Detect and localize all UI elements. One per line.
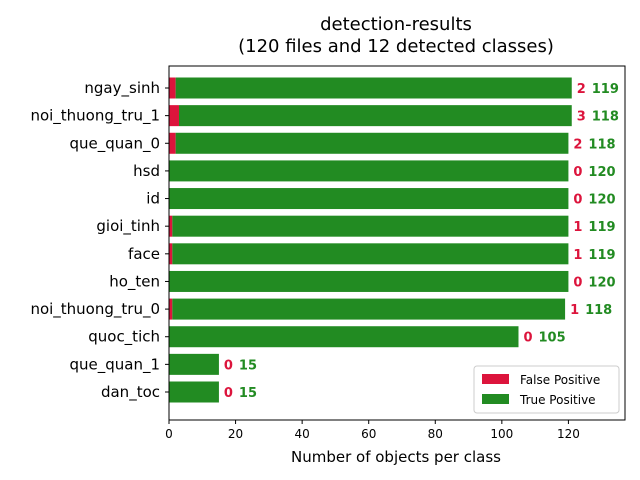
bar-false-positive <box>169 105 179 127</box>
data-label-false-positive: 1 <box>570 303 579 318</box>
bar-false-positive <box>169 77 176 99</box>
bar-true-positive <box>172 298 566 320</box>
chart-subtitle: (120 files and 12 detected classes) <box>238 36 554 57</box>
bar-true-positive <box>169 353 219 375</box>
x-tick-label: 100 <box>490 427 513 441</box>
data-label-true-positive: 119 <box>592 82 619 97</box>
bar-true-positive <box>169 188 569 210</box>
x-axis: 0 20 40 60 80 100 120 <box>165 420 580 441</box>
legend-swatch <box>482 374 509 384</box>
data-label-true-positive: 105 <box>538 331 565 346</box>
bar-true-positive <box>169 381 219 403</box>
bar-false-positive <box>169 298 173 320</box>
data-label-false-positive: 2 <box>573 137 582 152</box>
bar-true-positive <box>175 77 572 99</box>
y-tick-label: ngay_sinh <box>84 79 160 98</box>
data-label-true-positive: 120 <box>588 165 615 180</box>
data-label-false-positive: 0 <box>224 386 233 401</box>
x-tick-label: 40 <box>294 427 309 441</box>
y-tick-label: noi_thuong_tru_0 <box>30 300 160 319</box>
legend-swatch <box>482 394 509 404</box>
legend: False Positive True Positive <box>473 365 620 414</box>
data-label-false-positive: 2 <box>577 82 586 97</box>
data-label-false-positive: 0 <box>573 193 582 208</box>
x-tick-label: 80 <box>428 427 443 441</box>
bar-false-positive <box>169 215 173 237</box>
y-tick-label: id <box>146 190 160 208</box>
y-tick-label: quoc_tich <box>88 328 160 347</box>
data-label-true-positive: 118 <box>585 303 612 318</box>
data-label-true-positive: 119 <box>588 248 615 263</box>
data-label-false-positive: 1 <box>573 248 582 263</box>
y-tick-label: que_quan_1 <box>69 355 160 374</box>
plot-frame <box>168 65 626 421</box>
y-tick-label: dan_toc <box>101 383 160 402</box>
y-tick-label: face <box>128 245 160 263</box>
data-label-true-positive: 15 <box>239 386 257 401</box>
data-label-true-positive: 120 <box>588 275 615 290</box>
bar-true-positive <box>175 132 569 154</box>
bar-false-positive <box>169 243 173 265</box>
legend-label: True Positive <box>519 393 596 407</box>
x-tick-label: 120 <box>557 427 580 441</box>
data-label-false-positive: 0 <box>224 358 233 373</box>
x-axis-label: Number of objects per class <box>291 448 501 466</box>
y-tick-label: noi_thuong_tru_1 <box>30 107 160 126</box>
bar-true-positive <box>172 243 569 265</box>
y-tick-label: hsd <box>133 162 160 180</box>
x-tick-label: 0 <box>165 427 173 441</box>
y-tick-label: que_quan_0 <box>69 134 160 153</box>
legend-label: False Positive <box>520 373 600 387</box>
data-label-false-positive: 1 <box>573 220 582 235</box>
bar-true-positive <box>169 160 569 182</box>
data-label-false-positive: 0 <box>573 165 582 180</box>
legend-box <box>473 365 620 414</box>
bars-group <box>169 77 572 403</box>
data-label-true-positive: 120 <box>588 193 615 208</box>
y-tick-label: gioi_tinh <box>96 217 160 236</box>
data-label-false-positive: 3 <box>577 110 586 125</box>
y-tick-label: ho_ten <box>109 272 160 291</box>
bar-true-positive <box>169 270 569 292</box>
data-label-true-positive: 118 <box>592 110 619 125</box>
bar-true-positive <box>169 326 519 348</box>
bar-true-positive <box>172 215 569 237</box>
bar-false-positive <box>169 132 176 154</box>
data-label-true-positive: 118 <box>588 137 615 152</box>
data-label-false-positive: 0 <box>573 275 582 290</box>
bar-true-positive <box>178 105 572 127</box>
data-label-true-positive: 119 <box>588 220 615 235</box>
chart-title: detection-results <box>320 14 472 35</box>
x-tick-label: 20 <box>228 427 243 441</box>
x-tick-label: 60 <box>361 427 376 441</box>
data-label-true-positive: 15 <box>239 358 257 373</box>
data-label-false-positive: 0 <box>523 331 532 346</box>
